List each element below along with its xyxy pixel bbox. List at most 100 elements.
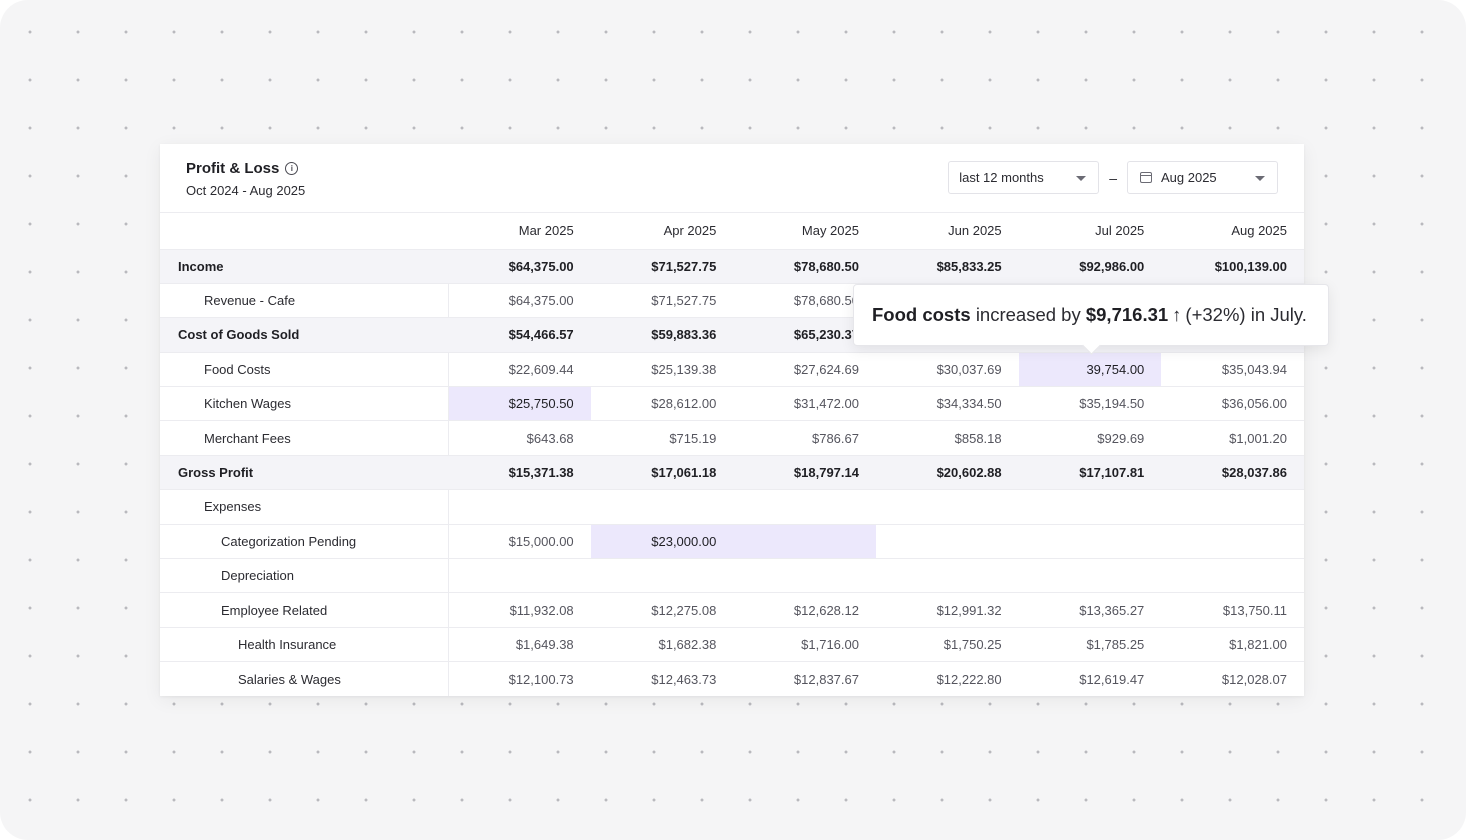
value-cell[interactable]: $64,375.00 bbox=[448, 249, 591, 284]
info-icon[interactable]: i bbox=[285, 162, 299, 175]
value-cell[interactable]: $12,028.07 bbox=[1221, 671, 1287, 687]
value-cell[interactable] bbox=[1018, 558, 1162, 594]
value-cell[interactable]: $54,466.57 bbox=[448, 317, 591, 353]
column-header[interactable]: Mar 2025 bbox=[448, 213, 591, 250]
highlighted-value-cell[interactable] bbox=[733, 524, 876, 560]
value-cell[interactable]: $35,194.50 bbox=[1018, 386, 1162, 422]
value-cell[interactable] bbox=[875, 489, 1019, 525]
value-cell[interactable]: $1,682.38 bbox=[590, 627, 734, 663]
column-header[interactable]: May 2025 bbox=[733, 213, 876, 250]
value-cell[interactable]: $1,649.38 bbox=[448, 627, 591, 663]
range-select[interactable]: last 12 months bbox=[948, 161, 1100, 194]
value-cell[interactable]: $12,837.67 bbox=[793, 671, 859, 687]
value-cell[interactable] bbox=[1018, 489, 1162, 525]
row-label: Salaries & Wages bbox=[160, 661, 449, 697]
value-cell[interactable]: $715.19 bbox=[590, 420, 734, 456]
value-cell[interactable]: $643.68 bbox=[448, 420, 591, 456]
value-cell[interactable]: $78,680.50 bbox=[733, 283, 876, 319]
value-cell[interactable]: $12,100.73 bbox=[508, 671, 574, 687]
table-row-health-insurance[interactable]: Health Insurance $1,649.38 $1,682.38 $1,… bbox=[160, 627, 1304, 663]
value-cell[interactable]: $15,371.38 bbox=[448, 455, 591, 491]
value-cell[interactable]: $12,619.47 bbox=[1079, 671, 1145, 687]
value-cell[interactable]: $1,821.00 bbox=[1161, 627, 1304, 663]
value-cell[interactable] bbox=[1161, 558, 1304, 594]
value-cell[interactable]: $85,833.25 bbox=[875, 249, 1019, 284]
column-header[interactable]: Apr 2025 bbox=[590, 213, 734, 250]
table-row-income[interactable]: Income $64,375.00 $71,527.75 $78,680.50 … bbox=[160, 249, 1304, 284]
value-cell[interactable]: $12,222.80 bbox=[936, 671, 1002, 687]
table-row-employee-related[interactable]: Employee Related $11,932.08 $12,275.08 $… bbox=[160, 592, 1304, 628]
value-cell[interactable]: $12,275.08 bbox=[590, 592, 734, 628]
value-cell[interactable] bbox=[448, 489, 591, 525]
value-cell[interactable]: $15,000.00 bbox=[448, 524, 591, 560]
value-cell[interactable]: $12,991.32 bbox=[875, 592, 1019, 628]
value-cell[interactable] bbox=[590, 489, 734, 525]
highlighted-value-cell[interactable]: 39,754.00 bbox=[1018, 352, 1162, 388]
value-cell[interactable] bbox=[875, 524, 1019, 560]
table-row-food-costs[interactable]: Food Costs $22,609.44 $25,139.38 $27,624… bbox=[160, 352, 1304, 388]
value-cell[interactable]: $59,883.36 bbox=[590, 317, 734, 353]
value-cell[interactable]: $36,056.00 bbox=[1161, 386, 1304, 422]
value-cell[interactable]: $22,609.44 bbox=[448, 352, 591, 388]
value-cell[interactable]: $27,624.69 bbox=[733, 352, 876, 388]
table-row-merchant-fees[interactable]: Merchant Fees $643.68 $715.19 $786.67 $8… bbox=[160, 420, 1304, 456]
value-cell[interactable]: $11,932.08 bbox=[448, 592, 591, 628]
value-cell[interactable]: $78,680.50 bbox=[733, 249, 876, 284]
month-select[interactable]: Aug 2025 bbox=[1127, 161, 1278, 194]
value-cell[interactable] bbox=[590, 558, 734, 594]
value-cell[interactable]: $65,230.37 bbox=[733, 317, 876, 353]
value-cell[interactable]: $929.69 bbox=[1018, 420, 1162, 456]
highlighted-value-cell[interactable]: $25,750.50 bbox=[448, 386, 591, 422]
value-cell[interactable] bbox=[1161, 489, 1304, 525]
column-header[interactable]: Aug 2025 bbox=[1161, 213, 1304, 250]
value-cell[interactable] bbox=[448, 558, 591, 594]
column-header[interactable]: Jul 2025 bbox=[1018, 213, 1162, 250]
value-cell[interactable]: $71,527.75 bbox=[590, 249, 734, 284]
arrow-up-icon: ↑ bbox=[1172, 304, 1182, 325]
value-cell[interactable]: $17,061.18 bbox=[590, 455, 734, 491]
calendar-icon bbox=[1140, 172, 1152, 183]
value-cell[interactable] bbox=[1018, 524, 1162, 560]
value-cell[interactable]: $28,037.86 bbox=[1161, 455, 1304, 491]
value-cell[interactable]: $1,716.00 bbox=[733, 627, 876, 663]
column-header[interactable]: Jun 2025 bbox=[875, 213, 1019, 250]
value-cell[interactable]: $786.67 bbox=[733, 420, 876, 456]
value-cell[interactable]: $858.18 bbox=[875, 420, 1019, 456]
value-cell[interactable]: $34,334.50 bbox=[875, 386, 1019, 422]
value-cell[interactable] bbox=[733, 558, 876, 594]
value-cell[interactable]: $12,628.12 bbox=[733, 592, 876, 628]
value-cell[interactable]: $13,750.11 bbox=[1161, 592, 1304, 628]
table-row-expenses[interactable]: Expenses bbox=[160, 489, 1304, 525]
table-header-row: Mar 2025 Apr 2025 May 2025 Jun 2025 Jul … bbox=[160, 213, 1304, 250]
value-cell[interactable]: $13,365.27 bbox=[1018, 592, 1162, 628]
value-cell[interactable]: $28,612.00 bbox=[590, 386, 734, 422]
row-label: Income bbox=[160, 249, 449, 284]
value-cell[interactable]: $31,472.00 bbox=[733, 386, 876, 422]
value-cell[interactable]: $1,001.20 bbox=[1161, 420, 1304, 456]
value-cell[interactable] bbox=[875, 558, 1019, 594]
highlighted-value-cell[interactable]: $23,000.00 bbox=[590, 524, 734, 560]
value-cell[interactable]: $1,785.25 bbox=[1018, 627, 1162, 663]
value-cell[interactable]: $30,037.69 bbox=[875, 352, 1019, 388]
value-cell[interactable]: $64,375.00 bbox=[448, 283, 591, 319]
table-row-categorization-pending[interactable]: Categorization Pending $15,000.00 $23,00… bbox=[160, 524, 1304, 560]
row-label: Gross Profit bbox=[160, 455, 449, 491]
value-cell[interactable]: $100,139.00 bbox=[1161, 249, 1304, 284]
value-cell[interactable]: $17,107.81 bbox=[1018, 455, 1162, 491]
value-cell[interactable]: $18,797.14 bbox=[733, 455, 876, 491]
value-cell[interactable]: $20,602.88 bbox=[875, 455, 1019, 491]
value-cell[interactable]: $71,527.75 bbox=[590, 283, 734, 319]
pnl-table: Mar 2025 Apr 2025 May 2025 Jun 2025 Jul … bbox=[160, 213, 1304, 697]
insight-tooltip: Food costs increased by $9,716.31 ↑ (+32… bbox=[853, 284, 1329, 355]
table-row-gross-profit[interactable]: Gross Profit $15,371.38 $17,061.18 $18,7… bbox=[160, 455, 1304, 491]
value-cell[interactable]: $92,986.00 bbox=[1018, 249, 1162, 284]
table-row-kitchen-wages[interactable]: Kitchen Wages $25,750.50 $28,612.00 $31,… bbox=[160, 386, 1304, 422]
table-row-salaries-wages[interactable]: Salaries & Wages $12,100.73 $12,463.73 $… bbox=[160, 661, 1304, 697]
table-row-depreciation[interactable]: Depreciation bbox=[160, 558, 1304, 594]
value-cell[interactable]: $35,043.94 bbox=[1161, 352, 1304, 388]
value-cell[interactable]: $25,139.38 bbox=[590, 352, 734, 388]
value-cell[interactable]: $12,463.73 bbox=[651, 671, 717, 687]
value-cell[interactable] bbox=[1161, 524, 1304, 560]
value-cell[interactable] bbox=[733, 489, 876, 525]
value-cell[interactable]: $1,750.25 bbox=[875, 627, 1019, 663]
